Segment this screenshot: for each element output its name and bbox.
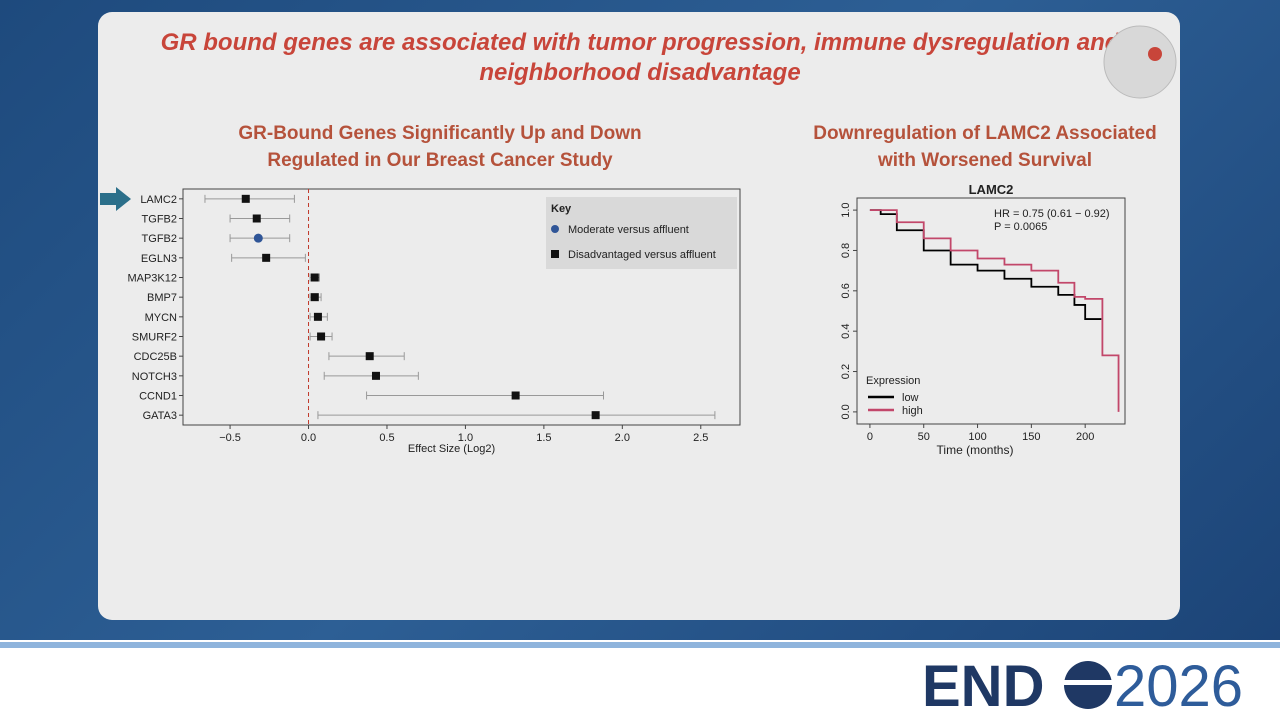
plot-frame <box>182 188 741 426</box>
x-tick-label: 150 <box>1022 431 1040 443</box>
y-tick-label: MYCN <box>145 312 177 324</box>
y-tick-label: 0.0 <box>840 404 852 419</box>
point <box>371 371 380 380</box>
y-tick-label: 0.6 <box>840 283 852 298</box>
point <box>241 194 250 203</box>
y-tick-label: 0.8 <box>840 243 852 258</box>
x-axis-label: Time (months) <box>937 443 1014 457</box>
annotation: HR = 0.75 (0.61 − 0.92) <box>994 208 1110 220</box>
y-tick-label: TGFB2 <box>142 214 177 226</box>
point <box>252 214 261 223</box>
x-tick-label: 100 <box>968 431 986 443</box>
error-bar <box>323 371 419 380</box>
legend-label: high <box>902 405 923 417</box>
x-axis-label: Effect Size (Log2) <box>408 443 495 455</box>
x-tick-label: 1.0 <box>458 432 473 444</box>
error-bar <box>366 391 604 400</box>
plot-title: LAMC2 <box>969 182 1014 197</box>
x-tick-label: 2.5 <box>693 432 708 444</box>
legend-title: Key <box>551 203 572 215</box>
annotation: P = 0.0065 <box>994 221 1047 233</box>
x-tick-label: 0.0 <box>301 432 316 444</box>
legend-label: Disadvantaged versus affluent <box>568 249 716 261</box>
chart-title: GR-Bound Genes Significantly Up and Down… <box>238 123 642 171</box>
logo-image-dot <box>1148 47 1162 61</box>
legend-marker <box>551 225 559 233</box>
legend-label: Moderate versus affluent <box>568 224 689 236</box>
point <box>310 293 319 302</box>
y-tick-label: LAMC2 <box>140 194 177 206</box>
y-tick-label: EGLN3 <box>141 253 177 265</box>
survival-curve <box>869 209 1102 320</box>
plot-frame <box>856 197 1126 425</box>
y-tick-label: SMURF2 <box>132 332 177 344</box>
arrow <box>100 187 131 211</box>
legend-label: low <box>902 392 919 404</box>
y-tick-label: CDC25B <box>134 351 177 363</box>
point <box>262 253 271 262</box>
x-tick-label: 1.5 <box>536 432 551 444</box>
slide-card <box>98 12 1180 620</box>
x-tick-label: 0 <box>867 431 873 443</box>
y-tick-label: GATA3 <box>143 410 177 422</box>
y-tick-label: CCND1 <box>139 391 177 403</box>
point <box>511 391 520 400</box>
slide-title: GR bound genes are associated with tumor… <box>160 29 1120 86</box>
footer-stripe <box>0 642 1280 648</box>
error-bar <box>317 411 716 420</box>
point <box>365 352 374 361</box>
point <box>313 312 322 321</box>
legend-marker <box>551 250 559 258</box>
y-tick-label: TGFB2 <box>142 233 177 245</box>
point <box>317 332 326 341</box>
logo-globe-band <box>1064 680 1112 685</box>
y-tick-label: MAP3K12 <box>127 273 177 285</box>
x-tick-label: 50 <box>918 431 930 443</box>
y-tick-label: 0.4 <box>840 324 852 339</box>
survival-curve <box>869 209 1120 412</box>
logo-right: 2026 <box>1114 654 1243 719</box>
chart-title: Downregulation of LAMC2 Associated with … <box>813 123 1157 171</box>
x-tick-label: 0.5 <box>379 432 394 444</box>
logo-left: END <box>922 654 1044 719</box>
point <box>310 273 319 282</box>
x-tick-label: −0.5 <box>219 432 241 444</box>
x-tick-label: 2.0 <box>615 432 630 444</box>
point <box>591 411 600 420</box>
y-tick-label: NOTCH3 <box>132 371 177 383</box>
logo-image <box>1103 25 1177 99</box>
y-tick-label: 0.2 <box>840 364 852 379</box>
y-tick-label: BMP7 <box>147 292 177 304</box>
y-tick-label: 1.0 <box>840 202 852 217</box>
legend-box <box>546 197 737 269</box>
x-tick-label: 200 <box>1076 431 1094 443</box>
legend-title: Expression <box>866 375 920 387</box>
point <box>253 233 263 243</box>
